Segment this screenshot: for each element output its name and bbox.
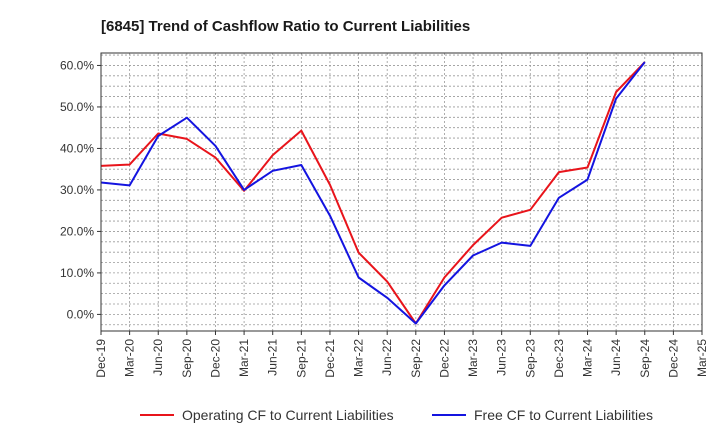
x-tick-label: Mar-25 xyxy=(695,339,709,377)
x-tick-label: Jun-22 xyxy=(380,339,394,376)
grid xyxy=(101,53,702,331)
x-tick-label: Jun-23 xyxy=(495,339,509,376)
x-tick-label: Sep-22 xyxy=(409,339,423,378)
series-line-1 xyxy=(100,61,646,325)
x-tick-label: Dec-24 xyxy=(666,339,680,378)
y-tick-label: 20.0% xyxy=(60,224,94,238)
x-tick-label: Mar-20 xyxy=(123,339,137,377)
x-axis: Dec-19 Mar-20 Jun-20 Sep-20 Dec-20 Mar-21 Jun-… xyxy=(94,331,709,378)
series-lines xyxy=(100,61,646,325)
legend: Operating CF to Current Liabilities Free … xyxy=(140,407,653,423)
x-tick-label: Dec-20 xyxy=(208,339,222,378)
legend-label-2: Free CF to Current Liabilities xyxy=(474,407,653,423)
y-tick-label: 30.0% xyxy=(60,183,94,197)
x-tick-label: Jun-24 xyxy=(609,339,623,376)
x-tick-label: Sep-23 xyxy=(523,339,537,378)
x-tick-label: Sep-21 xyxy=(294,339,308,378)
x-tick-label: Jun-20 xyxy=(151,339,165,376)
y-axis: 0.0% 10.0% 20.0% 30.0% 40.0% 50.0% 60.0% xyxy=(60,58,101,321)
y-tick-label: 60.0% xyxy=(60,58,94,72)
x-tick-label: Mar-24 xyxy=(581,339,595,377)
x-tick-label: Dec-19 xyxy=(94,339,108,378)
x-tick-label: Mar-21 xyxy=(237,339,251,377)
legend-label-1: Operating CF to Current Liabilities xyxy=(182,407,394,423)
series-line-2 xyxy=(100,61,646,325)
x-tick-label: Sep-24 xyxy=(638,339,652,378)
x-tick-label: Jun-21 xyxy=(266,339,280,376)
y-tick-label: 40.0% xyxy=(60,141,94,155)
y-tick-label: 0.0% xyxy=(67,307,95,321)
y-tick-label: 50.0% xyxy=(60,100,94,114)
x-tick-label: Mar-22 xyxy=(352,339,366,377)
x-tick-label: Sep-20 xyxy=(180,339,194,378)
plot-frame xyxy=(100,52,703,332)
y-tick-label: 10.0% xyxy=(60,266,94,280)
x-tick-label: Mar-23 xyxy=(466,339,480,377)
x-tick-label: Dec-23 xyxy=(552,339,566,378)
x-tick-label: Dec-21 xyxy=(323,339,337,378)
x-tick-label: Dec-22 xyxy=(437,339,451,378)
chart-title: [6845] Trend of Cashflow Ratio to Curren… xyxy=(101,18,470,35)
